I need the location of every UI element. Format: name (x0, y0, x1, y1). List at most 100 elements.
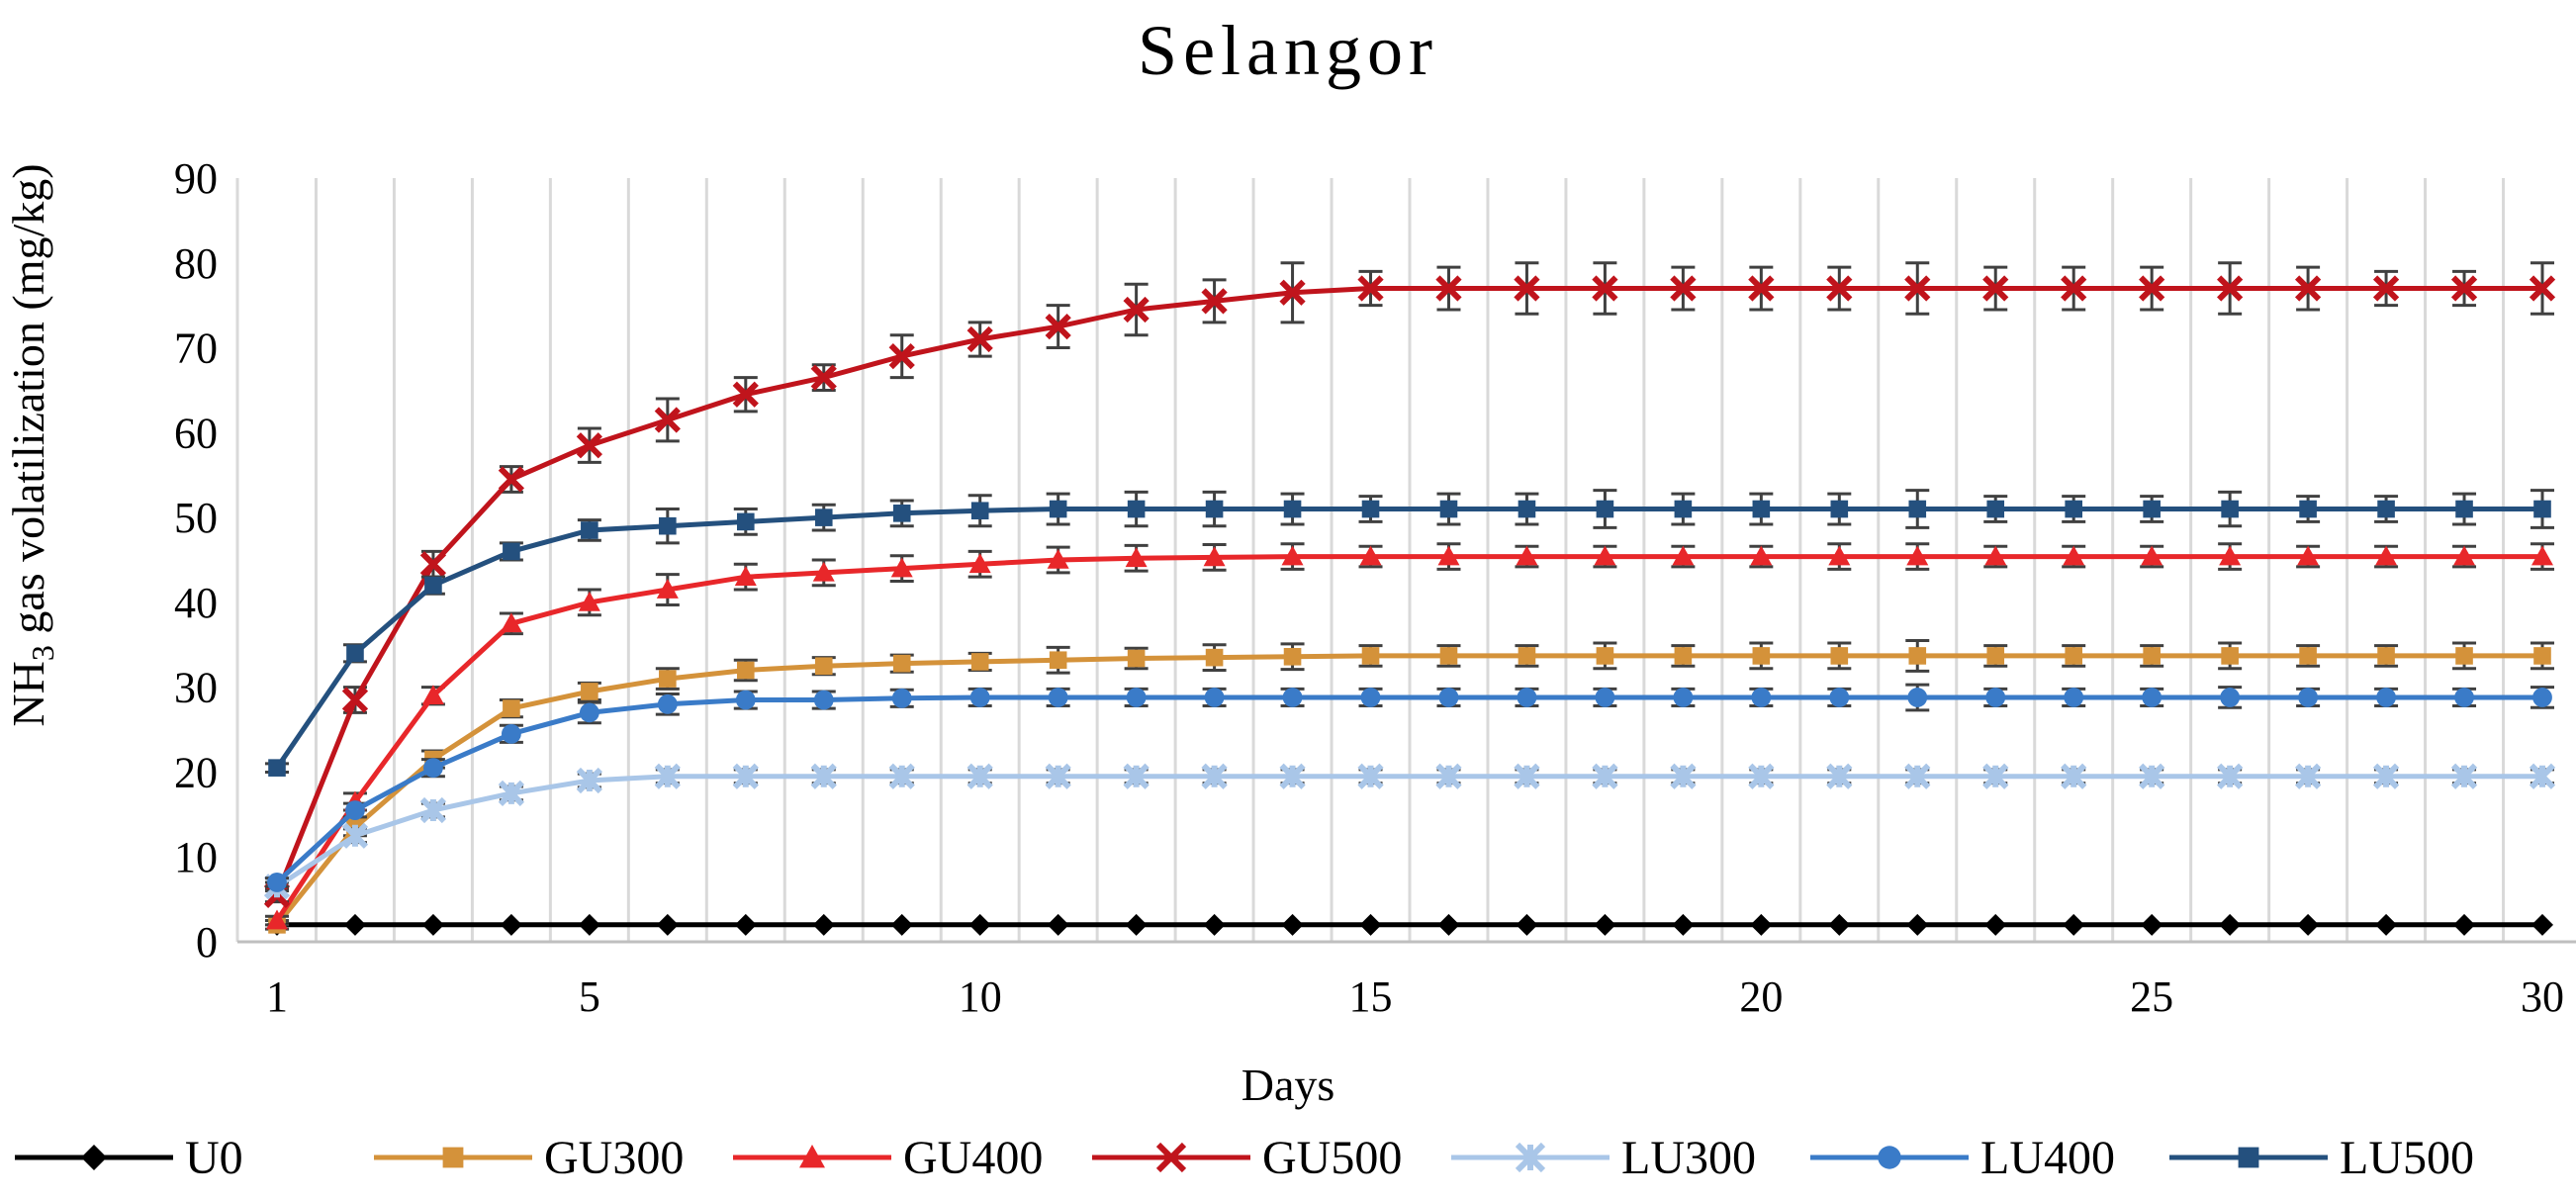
data-point (1203, 546, 1226, 567)
data-point (1752, 647, 1771, 665)
data-point (423, 758, 443, 779)
series-lu500 (265, 489, 2554, 777)
series-line (274, 507, 2542, 770)
data-point (1283, 647, 1302, 666)
data-point (1751, 688, 1772, 707)
data-point (1281, 545, 1304, 566)
data-point (1439, 647, 1458, 665)
data-point (1594, 913, 1616, 936)
data-point (1048, 688, 1068, 707)
data-point (813, 690, 834, 710)
data-point (1516, 913, 1538, 936)
x-tick-label: 1 (266, 972, 288, 1021)
data-point (888, 343, 915, 370)
series-gu400 (265, 542, 2554, 930)
data-point (1047, 913, 1069, 936)
data-point (501, 723, 521, 744)
data-point (970, 502, 989, 520)
data-point (1595, 688, 1615, 707)
data-point (2299, 647, 2317, 665)
data-point (1357, 275, 1384, 302)
data-point (814, 657, 833, 676)
data-point (498, 466, 525, 493)
legend-marker (1515, 1142, 1546, 1173)
data-point (2217, 763, 2244, 789)
data-point (810, 364, 837, 391)
data-point (736, 512, 755, 531)
data-point (343, 913, 366, 936)
data-point (2529, 275, 2556, 302)
legend-label: GU500 (1262, 1132, 1402, 1184)
data-point (1437, 545, 1460, 566)
data-point (2376, 688, 2396, 707)
data-point (2221, 500, 2239, 518)
data-point (656, 913, 679, 936)
data-point (1049, 500, 1067, 518)
data-point (1359, 545, 1382, 566)
data-point (1750, 545, 1773, 566)
x-axis-label: Days (1242, 1060, 1335, 1110)
series-lu400 (265, 683, 2554, 892)
data-point (581, 521, 598, 539)
data-point (1514, 275, 1540, 302)
data-point (500, 612, 522, 633)
data-point (1674, 647, 1693, 665)
data-point (500, 913, 522, 936)
data-point (1908, 500, 1927, 518)
legend-marker (799, 1145, 825, 1168)
data-point (2219, 913, 2242, 936)
data-point (2450, 763, 2478, 789)
data-point (2377, 647, 2395, 665)
data-point (2531, 545, 2553, 566)
data-point (2298, 688, 2319, 707)
data-point (1438, 688, 1459, 707)
data-point (2454, 688, 2474, 707)
data-point (1673, 688, 1694, 707)
data-point (2139, 275, 2165, 302)
data-point (891, 688, 912, 708)
legend-item-gu300: GU300 (374, 1132, 684, 1184)
data-point (734, 913, 757, 936)
data-point (1986, 647, 2005, 665)
data-point (1359, 913, 1382, 936)
data-point (812, 561, 835, 582)
y-tick-label: 70 (174, 324, 218, 373)
data-point (736, 661, 755, 680)
series-line (274, 286, 2542, 896)
data-point (2377, 500, 2395, 518)
data-point (1752, 500, 1771, 518)
data-point (1592, 275, 1618, 302)
data-point (1830, 647, 1849, 665)
data-point (1828, 913, 1851, 936)
x-tick-label: 10 (959, 972, 1002, 1021)
data-point (1282, 688, 1303, 707)
data-point (1125, 547, 1148, 568)
data-point (2455, 500, 2473, 518)
data-point (2220, 688, 2241, 707)
series-line (275, 774, 2542, 889)
data-point (1123, 763, 1150, 789)
data-point (1203, 913, 1226, 936)
data-point (2297, 545, 2320, 566)
legend-marker (1155, 1142, 1187, 1173)
data-point (1123, 296, 1150, 323)
data-point (341, 687, 369, 713)
data-point (1596, 500, 1614, 518)
y-axis-label-prefix: NH (3, 661, 53, 726)
data-point (1670, 275, 1697, 302)
data-point (2065, 647, 2083, 665)
data-point (576, 767, 602, 794)
data-point (1283, 500, 1302, 518)
data-point (2533, 500, 2551, 518)
data-point (2297, 913, 2320, 936)
data-point (2061, 275, 2087, 302)
data-point (1361, 647, 1380, 665)
data-point (1518, 647, 1536, 665)
series-gu500 (263, 261, 2556, 908)
y-tick-label: 30 (174, 664, 218, 712)
data-point (890, 557, 913, 578)
series-layer (263, 261, 2556, 936)
data-point (1672, 545, 1695, 566)
data-point (2294, 763, 2322, 789)
data-point (1045, 313, 1071, 340)
